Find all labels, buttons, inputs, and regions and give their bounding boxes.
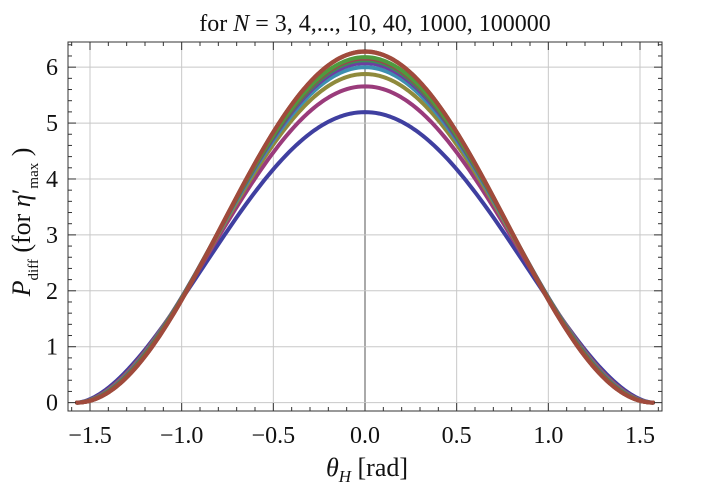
y-axis-label: Pdiff (for η′max ) [7,148,42,298]
y-tick-label-5: 5 [46,111,58,137]
y-axis-label-eta: η [7,194,36,207]
y-axis-label-sub2: max [26,162,42,188]
x-tick-label-5: 1.0 [533,423,563,449]
grid [68,42,662,411]
ticks [68,42,662,411]
x-tick-label-6: 1.5 [625,423,655,449]
x-axis-label-sub: H [338,467,353,486]
x-tick-label-1: −1.0 [160,423,204,449]
tick-labels: −1.5 −1.0 −0.5 0.0 0.5 1.0 1.5 0 1 2 3 4 5 6 [46,55,655,449]
x-axis-label: θH [rad] [326,453,408,486]
y-tick-label-1: 1 [46,335,58,361]
y-tick-label-2: 2 [46,279,58,305]
x-tick-label-0: −1.5 [68,423,112,449]
y-tick-label-3: 3 [46,223,58,249]
y-axis-label-end: ) [7,148,36,163]
x-tick-label-3: 0.0 [350,423,380,449]
chart-title-prefix: for [199,11,233,37]
chart-title: for N = 3, 4,..., 10, 40, 1000, 100000 [199,11,551,37]
chart-title-rest: = 3, 4,..., 10, 40, 1000, 100000 [249,11,551,37]
y-axis-label-prime: ′ [7,189,36,195]
y-tick-label-6: 6 [46,55,58,81]
series-group [75,49,655,405]
y-axis-label-var: P [7,280,36,297]
chart-title-var: N [232,11,251,37]
x-axis-label-var: θ [326,453,339,482]
x-tick-label-4: 0.5 [442,423,472,449]
y-tick-label-4: 4 [46,167,58,193]
series-line-10 [75,49,655,405]
x-axis-label-rest: [rad] [351,453,408,482]
y-tick-label-0: 0 [46,391,58,417]
x-tick-label-2: −0.5 [252,423,296,449]
y-axis-label-mid: (for [7,207,36,259]
y-axis-label-sub: diff [26,259,42,280]
